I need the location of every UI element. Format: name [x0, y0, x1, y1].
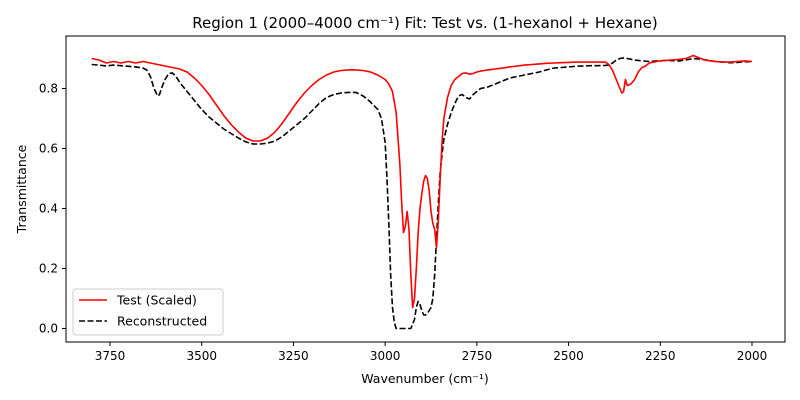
plot-frame: [65, 35, 786, 343]
x-tick-label: 2500: [553, 349, 584, 363]
y-tick-label: 0.8: [39, 82, 58, 96]
series-line-test: [91, 54, 753, 309]
series-layer: [91, 54, 753, 330]
y-axis-label: Transmittance: [14, 144, 29, 234]
y-tick-label: 0.4: [39, 202, 58, 216]
series-line-reconstructed: [91, 57, 753, 330]
x-tick-label: 2750: [462, 349, 493, 363]
chart-title: Region 1 (2000–4000 cm⁻¹) Fit: Test vs. …: [192, 14, 657, 32]
x-tick-label: 3250: [278, 349, 309, 363]
x-tick-label: 2000: [737, 349, 768, 363]
legend-box: [72, 288, 224, 336]
x-axis-ticks: 3750 3500 3250 3000 2750 2500 2250 2000: [95, 342, 768, 363]
x-tick-label: 3000: [370, 349, 401, 363]
legend: Test (Scaled) Reconstructed: [72, 288, 224, 336]
y-tick-label: 0.0: [39, 322, 58, 336]
legend-label-test: Test (Scaled): [116, 293, 197, 308]
y-axis-ticks: 0.0 0.2 0.4 0.6 0.8: [39, 82, 66, 336]
x-axis-label: Wavenumber (cm⁻¹): [361, 371, 488, 386]
y-tick-label: 0.6: [39, 142, 58, 156]
legend-label-reconstructed: Reconstructed: [117, 314, 207, 329]
y-tick-label: 0.2: [39, 262, 58, 276]
x-tick-label: 2250: [645, 349, 676, 363]
x-tick-label: 3750: [95, 349, 126, 363]
x-tick-label: 3500: [186, 349, 217, 363]
